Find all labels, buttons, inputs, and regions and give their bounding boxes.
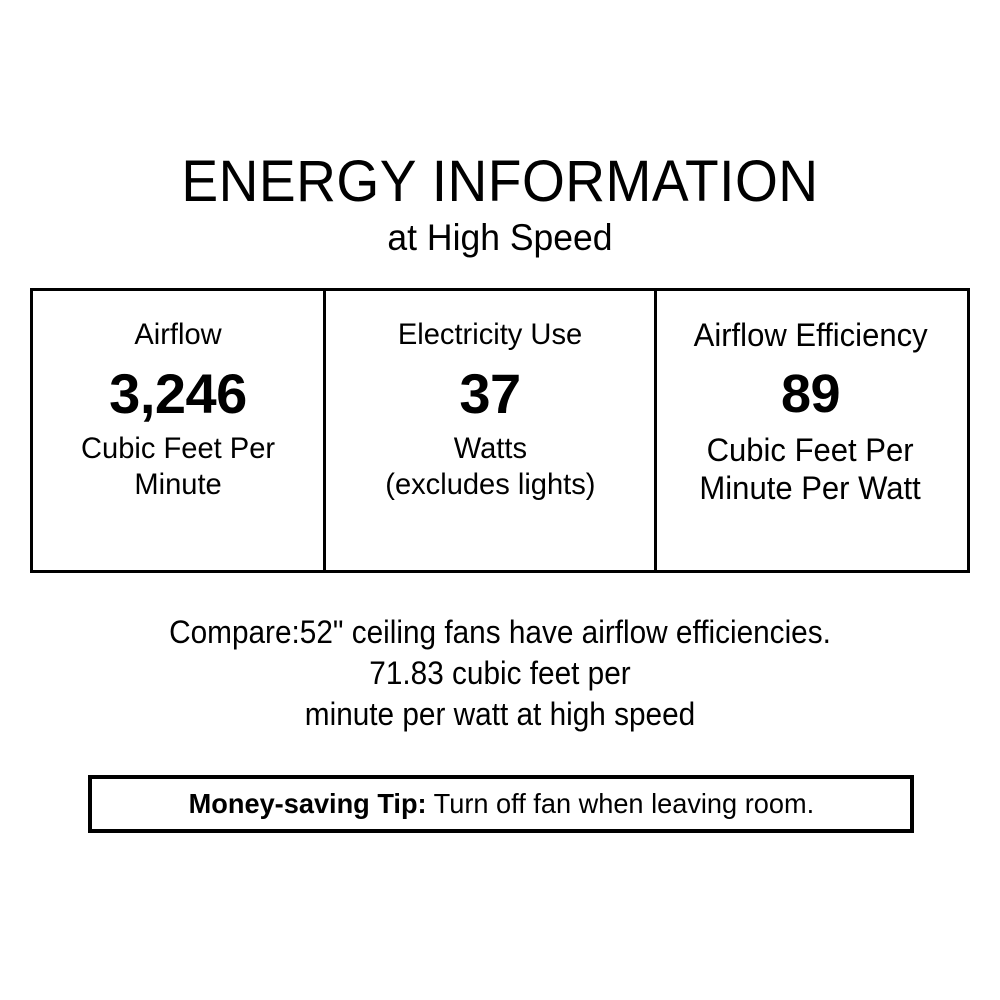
metric-value: 89 — [780, 364, 841, 424]
money-saving-tip-label: Money-saving Tip: — [188, 788, 427, 819]
metric-units: Watts (excludes lights) — [385, 431, 595, 503]
metric-unit-line: Watts — [453, 432, 527, 465]
metric-panel-airflow-efficiency: Airflow Efficiency 89 Cubic Feet Per Min… — [657, 291, 964, 570]
metric-unit-line: (excludes lights) — [384, 468, 596, 501]
metric-units: Cubic Feet Per Minute — [81, 431, 275, 503]
comparison-note: Compare:52" ceiling fans have airflow ef… — [0, 612, 1000, 735]
money-saving-tip-box: Money-saving Tip: Turn off fan when leav… — [88, 775, 914, 833]
metric-unit-line: Cubic Feet Per — [80, 432, 276, 465]
metric-unit-line: Minute Per Watt — [699, 470, 922, 506]
metrics-table: Airflow 3,246 Cubic Feet Per Minute Elec… — [30, 288, 970, 573]
metric-heading: Airflow Efficiency — [693, 317, 928, 353]
page-title: ENERGY INFORMATION — [181, 149, 819, 214]
metric-units: Cubic Feet Per Minute Per Watt — [700, 431, 921, 507]
comparison-line: Compare:52" ceiling fans have airflow ef… — [169, 614, 831, 650]
metric-unit-line: Cubic Feet Per — [706, 432, 915, 468]
metric-panel-electricity-use: Electricity Use 37 Watts (excludes light… — [326, 291, 657, 570]
metric-heading: Electricity Use — [397, 318, 583, 351]
metric-heading: Airflow — [134, 318, 222, 351]
metric-panel-airflow: Airflow 3,246 Cubic Feet Per Minute — [33, 291, 326, 570]
metric-value: 37 — [459, 362, 521, 425]
comparison-line: minute per watt at high speed — [304, 696, 696, 732]
money-saving-tip-text: Money-saving Tip: Turn off fan when leav… — [188, 788, 813, 820]
metric-unit-line: Minute — [134, 468, 222, 501]
page-subtitle: at High Speed — [387, 217, 613, 258]
money-saving-tip-body: Turn off fan when leaving room. — [426, 788, 814, 819]
metric-value: 3,246 — [109, 362, 247, 425]
title-block: ENERGY INFORMATION at High Speed — [0, 152, 1000, 260]
comparison-line: 71.83 cubic feet per — [369, 655, 631, 691]
